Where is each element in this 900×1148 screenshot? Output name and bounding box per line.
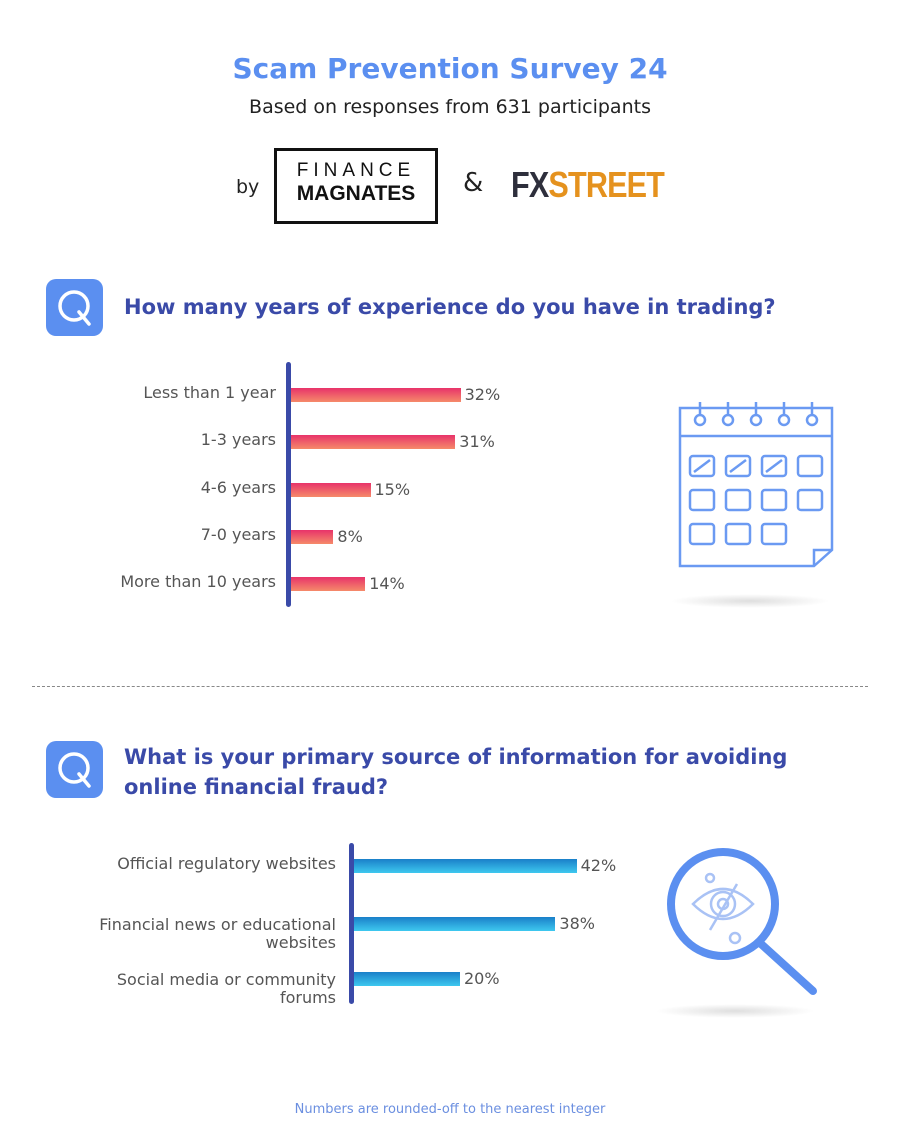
finance-magnates-logo: FINANCE MAGNATES <box>274 148 438 224</box>
category-line: More than 10 years <box>120 572 276 591</box>
ampersand: & <box>463 168 484 198</box>
category-line: websites <box>265 933 336 952</box>
category-label: Official regulatory websites <box>117 855 336 873</box>
chart2-axis <box>349 843 354 1004</box>
bar <box>354 917 556 931</box>
question-1: How many years of experience do you have… <box>124 295 776 319</box>
category-line: Less than 1 year <box>143 383 276 402</box>
logo-line: FINANCE <box>296 160 416 181</box>
bar <box>354 859 577 873</box>
shadow <box>655 1004 815 1018</box>
bar <box>354 972 460 986</box>
subtitle: Based on responses from 631 participants <box>249 96 651 118</box>
by-label: by <box>236 176 260 198</box>
data-label: 38% <box>559 914 595 933</box>
data-label: 31% <box>459 432 495 451</box>
category-line: 7-0 years <box>200 525 276 544</box>
data-label: 14% <box>369 574 405 593</box>
category-line: 1-3 years <box>200 430 276 449</box>
question-line: online financial fraud? <box>124 775 389 799</box>
bar <box>291 483 371 497</box>
data-label: 42% <box>580 856 617 875</box>
bar <box>291 435 456 449</box>
category-label: More than 10 years <box>120 573 276 591</box>
fxstreet-logo: FXSTREET <box>511 164 665 206</box>
bar <box>291 388 461 402</box>
category-line: Social media or community <box>116 970 336 989</box>
shadow <box>670 594 830 608</box>
data-label: 8% <box>337 527 363 546</box>
category-line: Official regulatory websites <box>117 854 336 873</box>
category-label: 1-3 years <box>201 431 276 449</box>
logo-line: MAGNATES <box>296 182 416 205</box>
category-label: Social media or community forums <box>117 971 336 1007</box>
bar <box>291 530 334 544</box>
category-line: forums <box>279 988 336 1007</box>
category-label: 4-6 years <box>201 479 276 497</box>
question-line: What is your primary source of informati… <box>124 745 788 769</box>
question-2: What is your primary source of informati… <box>124 742 787 802</box>
bar <box>291 577 366 591</box>
footnote: Numbers are rounded-off to the nearest i… <box>294 1102 606 1117</box>
calendar-icon <box>676 398 838 568</box>
logo-part: FX <box>511 164 549 205</box>
data-label: 20% <box>464 969 500 988</box>
chart1-axis <box>286 362 291 607</box>
magnifier-eye-icon <box>665 848 825 998</box>
category-label: Financial news or educational websites <box>99 916 336 952</box>
section-divider <box>32 686 868 687</box>
logo-part: STREET <box>548 164 665 205</box>
category-line: 4-6 years <box>200 478 276 497</box>
category-line: Financial news or educational <box>99 915 336 934</box>
data-label: 15% <box>374 480 411 499</box>
q-icon <box>46 279 103 336</box>
data-label: 32% <box>464 385 501 404</box>
q-icon <box>46 741 103 798</box>
category-label: Less than 1 year <box>143 384 276 402</box>
page-title: Scam Prevention Survey 24 <box>232 52 668 85</box>
category-label: 7-0 years <box>201 526 276 544</box>
